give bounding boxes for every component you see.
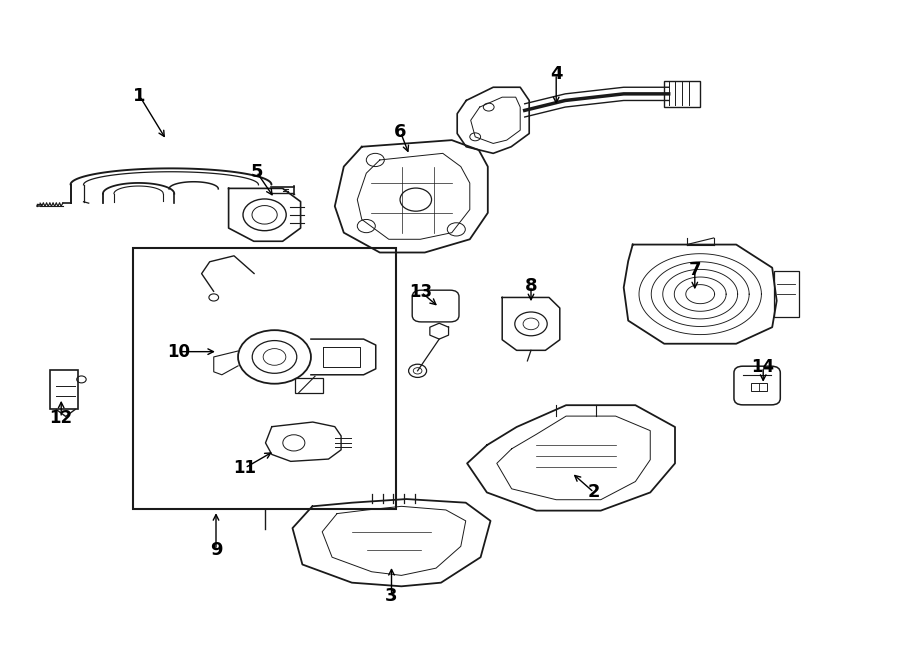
Text: 7: 7: [688, 260, 701, 279]
Text: 9: 9: [210, 541, 222, 559]
Bar: [751, 383, 767, 391]
Text: 3: 3: [385, 587, 398, 605]
Text: 1: 1: [133, 87, 146, 105]
Text: 14: 14: [752, 358, 775, 376]
Text: 4: 4: [550, 65, 562, 83]
Bar: [50, 370, 78, 409]
Text: 8: 8: [525, 276, 537, 295]
Text: 11: 11: [233, 459, 256, 477]
Text: 13: 13: [410, 283, 433, 301]
Text: 10: 10: [166, 342, 190, 361]
Bar: [664, 81, 700, 107]
Text: 12: 12: [50, 408, 73, 427]
Text: 5: 5: [250, 163, 263, 181]
Bar: [133, 248, 396, 509]
Text: 6: 6: [394, 123, 407, 141]
Text: 2: 2: [588, 483, 600, 502]
Bar: [774, 271, 799, 317]
Bar: [295, 377, 323, 393]
